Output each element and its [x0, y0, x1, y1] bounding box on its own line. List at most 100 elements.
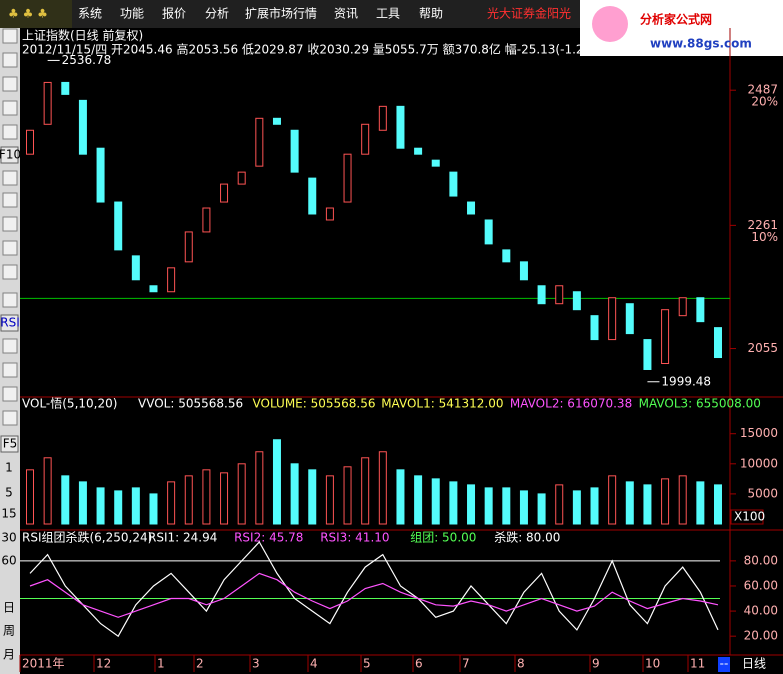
- toolbar-button[interactable]: [0, 314, 19, 332]
- menu-item[interactable]: 帮助: [419, 7, 443, 21]
- date-label: 3: [252, 657, 260, 671]
- toolbar-icon[interactable]: [2, 292, 18, 308]
- toolbar-icon[interactable]: [2, 76, 18, 92]
- date-label: 1: [157, 657, 165, 671]
- candle-body: [308, 177, 317, 215]
- unit-box: [730, 509, 764, 525]
- candle-body: [220, 183, 229, 203]
- y-tick-label: 10000: [740, 456, 778, 470]
- period-button[interactable]: 30: [1, 531, 16, 545]
- annotation: 1999.48: [661, 374, 711, 388]
- candle-body: [572, 291, 581, 311]
- volume-bar: [237, 463, 246, 525]
- y-tick-label: 2055: [747, 341, 778, 355]
- volume-bar: [255, 451, 264, 525]
- toolbar-label[interactable]: RSI: [0, 316, 20, 330]
- volume-bar: [449, 481, 458, 525]
- volume-bar: [696, 481, 705, 525]
- panel-value: VOLUME: 505568.56: [253, 397, 376, 411]
- volume-bar: [572, 490, 581, 525]
- candle-body: [255, 117, 264, 167]
- volume-bar: [555, 484, 564, 525]
- candle-body: [149, 285, 158, 293]
- toolbar-icon[interactable]: [2, 216, 18, 232]
- menu-item[interactable]: 功能: [120, 7, 144, 21]
- candle-body: [325, 207, 334, 221]
- period-button[interactable]: 周: [3, 624, 15, 638]
- candle-body: [467, 201, 476, 215]
- volume-bar: [396, 469, 405, 525]
- toolbar-icon[interactable]: [2, 386, 18, 402]
- volume-bar: [96, 487, 105, 525]
- period-button[interactable]: 60: [1, 554, 16, 568]
- toolbar-icon[interactable]: [2, 28, 18, 44]
- candle-body: [378, 105, 387, 131]
- period-button[interactable]: 1: [5, 461, 13, 475]
- y-tick-label: 2487: [747, 83, 778, 97]
- date-label: 2: [196, 657, 204, 671]
- volume-bar: [114, 490, 123, 525]
- toolbar-icon[interactable]: [2, 52, 18, 68]
- toolbar-icon[interactable]: [2, 338, 18, 354]
- panel-value: VVOL: 505568.56: [138, 397, 243, 411]
- candle-body: [678, 297, 687, 317]
- toolbar-icon[interactable]: [2, 410, 18, 426]
- candle-body: [361, 123, 370, 155]
- panel-title: RSI组团杀跌(6,250,24): [22, 530, 152, 545]
- toolbar-button[interactable]: [0, 435, 19, 453]
- rsi-line: [29, 540, 719, 638]
- menu-item[interactable]: 资讯: [334, 7, 358, 21]
- volume-bar: [678, 475, 687, 525]
- volume-bar: [290, 463, 299, 525]
- candle-body: [643, 339, 652, 370]
- menu-item[interactable]: 系统: [78, 7, 102, 21]
- volume-bar: [414, 475, 423, 525]
- volume-bar: [325, 475, 334, 525]
- candle-body: [396, 105, 405, 149]
- menu-item[interactable]: 工具: [376, 7, 400, 21]
- period-button[interactable]: 5: [5, 486, 13, 500]
- volume-bar: [78, 481, 87, 525]
- volume-bar: [537, 493, 546, 525]
- candle-body: [449, 171, 458, 197]
- y-tick-label: 60.00: [744, 578, 778, 592]
- toolbar-icon[interactable]: [2, 192, 18, 208]
- y-tick-label: 80.00: [744, 553, 778, 567]
- candle-body: [184, 231, 193, 263]
- y-tick-label: 20.00: [744, 629, 778, 643]
- menu-item[interactable]: 分析: [205, 7, 229, 21]
- date-label: 11: [690, 657, 705, 671]
- volume-bar: [484, 487, 493, 525]
- toolbar-label[interactable]: F10: [0, 148, 21, 162]
- toolbar-icon[interactable]: [2, 124, 18, 140]
- toolbar-label[interactable]: F5: [3, 437, 18, 451]
- toolbar-icon[interactable]: [2, 362, 18, 378]
- volume-bar: [661, 478, 670, 525]
- candle-body: [590, 315, 599, 341]
- menu-item[interactable]: 报价: [162, 6, 186, 21]
- candle-body: [431, 159, 440, 167]
- volume-bar: [61, 475, 70, 525]
- toolbar-icon[interactable]: [2, 264, 18, 280]
- candle-body: [608, 297, 617, 341]
- period-button[interactable]: 15: [1, 507, 16, 521]
- y-tick-label: 15000: [740, 426, 778, 440]
- volume-bar: [378, 451, 387, 525]
- candle-body: [237, 171, 246, 185]
- candle-body: [555, 285, 564, 305]
- date-label: 6: [415, 657, 423, 671]
- toolbar-button[interactable]: [0, 146, 19, 164]
- toolbar-icon[interactable]: [2, 100, 18, 116]
- candle-body: [484, 219, 493, 245]
- period-button[interactable]: 日: [3, 601, 15, 615]
- toolbar-icon[interactable]: [2, 240, 18, 256]
- legend-entry: RSI2: 45.78: [234, 531, 303, 545]
- period-button[interactable]: 月: [3, 648, 15, 662]
- panel-value: MAVOL3: 655008.00: [639, 397, 761, 411]
- y2-tick-label: 20%: [751, 95, 778, 109]
- y-tick-label: 2261: [747, 218, 778, 232]
- site-url: www.88gs.com: [650, 37, 752, 51]
- toolbar-icon[interactable]: [2, 170, 18, 186]
- menu-item[interactable]: 扩展市场行情: [245, 6, 317, 21]
